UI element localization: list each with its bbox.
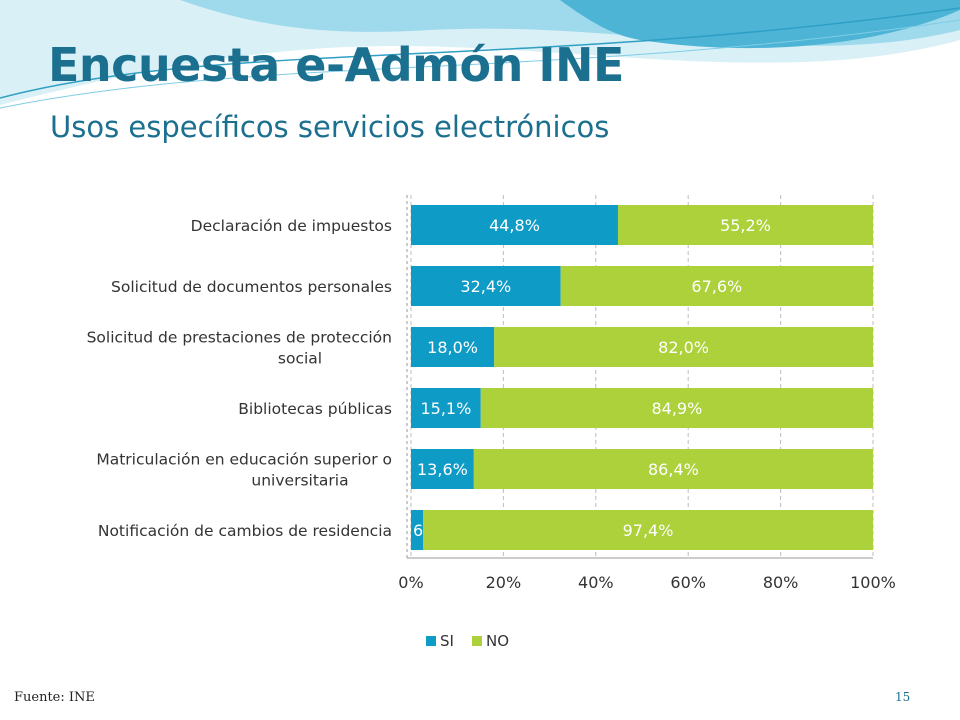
legend-swatch bbox=[426, 636, 436, 646]
data-label-no: 84,9% bbox=[651, 399, 702, 418]
data-label-si: 13,6% bbox=[417, 460, 468, 479]
bar-si bbox=[411, 327, 495, 367]
legend-label: NO bbox=[486, 632, 509, 650]
category-label: Notificación de cambios de residencia bbox=[98, 522, 392, 540]
category-label: Bibliotecas públicas bbox=[238, 400, 392, 418]
category-label: Matriculación en educación superior o bbox=[96, 451, 392, 469]
category-label: universitaria bbox=[251, 472, 348, 490]
bar-no bbox=[560, 266, 873, 306]
bar-no bbox=[494, 327, 873, 367]
slide-subtitle: Usos específicos servicios electrónicos bbox=[50, 110, 610, 144]
data-label-no: 97,4% bbox=[623, 521, 674, 540]
bar-si bbox=[411, 205, 618, 245]
data-label-no: 67,6% bbox=[691, 277, 742, 296]
data-label-si: 15,1% bbox=[420, 399, 471, 418]
slide-title: Encuesta e-Admón INE bbox=[48, 38, 624, 92]
page-number: 15 bbox=[895, 690, 911, 704]
chart-container: 44,8% 55,2% Declaración de impuestos 32,4% 6… bbox=[0, 180, 960, 670]
wave-line-2 bbox=[0, 19, 960, 109]
source-note: Fuente: INE bbox=[14, 690, 95, 705]
data-label-si: 18,0% bbox=[427, 338, 478, 357]
header-wave-decoration bbox=[0, 0, 960, 109]
x-tick-label: 60% bbox=[670, 573, 706, 592]
wave-dark bbox=[560, 0, 960, 49]
data-label-si: 32,4% bbox=[460, 277, 511, 296]
data-label-no: 55,2% bbox=[720, 216, 771, 235]
legend-swatch bbox=[472, 636, 482, 646]
category-label: social bbox=[278, 350, 322, 368]
x-tick-label: 40% bbox=[578, 573, 614, 592]
data-label-no: 82,0% bbox=[658, 338, 709, 357]
data-label-no: 86,4% bbox=[648, 460, 699, 479]
stacked-bar-chart: 44,8% 55,2% Declaración de impuestos 32,4% 6… bbox=[87, 195, 896, 650]
category-label: Declaración de impuestos bbox=[191, 217, 392, 235]
bar-no bbox=[423, 510, 873, 550]
legend-label: SI bbox=[440, 632, 454, 650]
category-label: Solicitud de prestaciones de protección bbox=[87, 329, 392, 347]
bar-si bbox=[411, 388, 481, 428]
x-tick-label: 80% bbox=[763, 573, 799, 592]
bar-si bbox=[411, 266, 561, 306]
category-label: Solicitud de documentos personales bbox=[111, 278, 392, 296]
bar-si bbox=[411, 510, 424, 550]
bar-no bbox=[480, 388, 873, 428]
bar-no bbox=[617, 205, 873, 245]
x-tick-label: 100% bbox=[850, 573, 896, 592]
x-tick-label: 20% bbox=[486, 573, 522, 592]
bar-si bbox=[411, 449, 474, 489]
wave-line-1 bbox=[0, 7, 960, 99]
x-tick-label: 0% bbox=[398, 573, 423, 592]
bar-no bbox=[473, 449, 873, 489]
data-label-si: 44,8% bbox=[489, 216, 540, 235]
